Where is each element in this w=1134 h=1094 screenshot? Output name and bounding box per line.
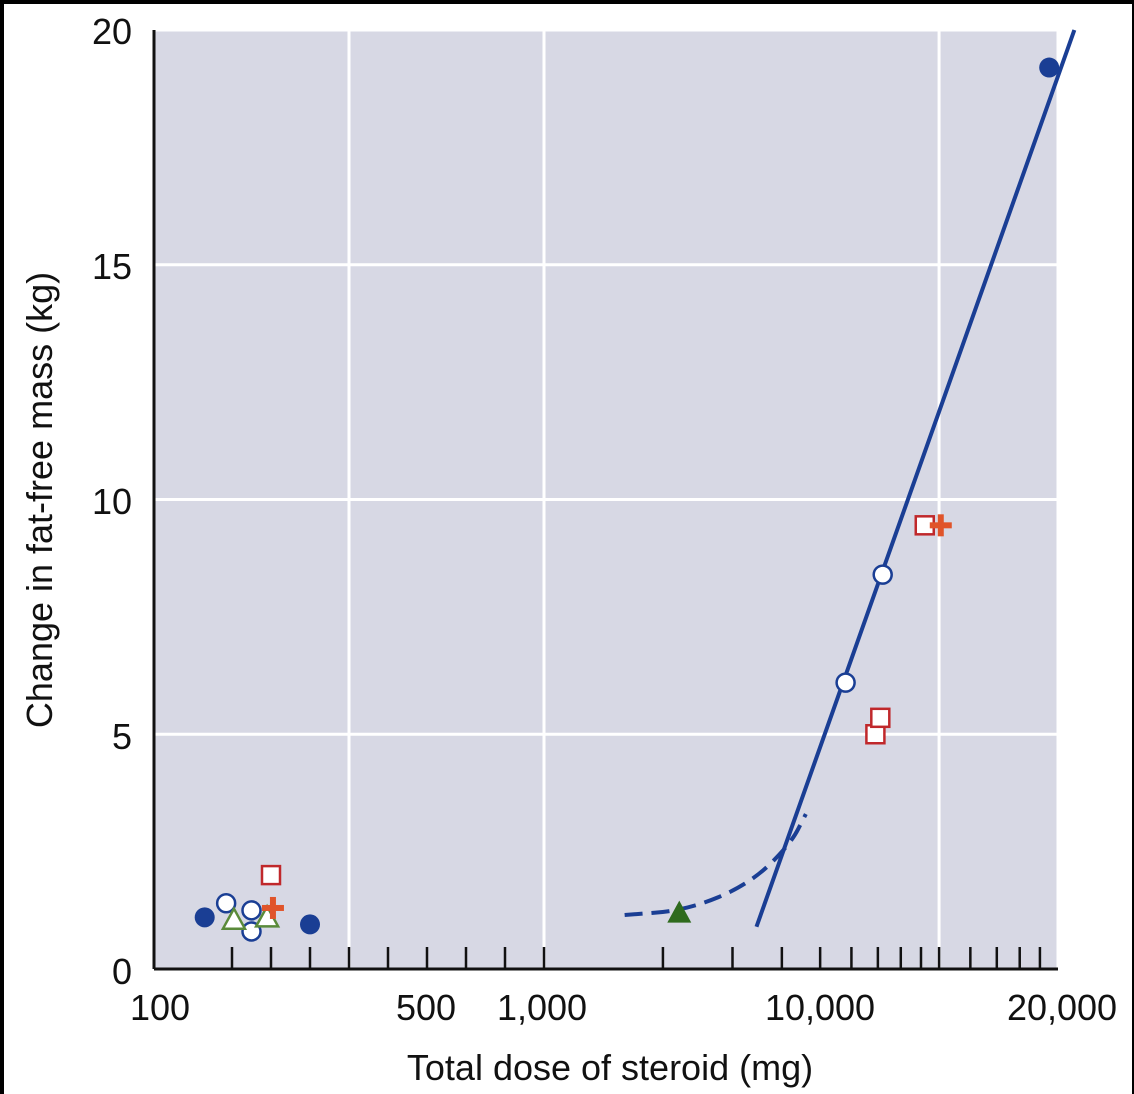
chart-frame: 0 5 10 15 20 100 500 1,000 10,000 20,000… — [4, 4, 1132, 1094]
y-tick-label: 10 — [92, 481, 132, 522]
open-circle-point — [872, 564, 893, 585]
open-square-point — [260, 864, 282, 886]
filled-triangle-point — [667, 900, 692, 923]
filled-circle-point — [194, 907, 215, 928]
x-tick-label: 20,000 — [1007, 987, 1117, 1028]
fit-curve-dashed — [624, 812, 808, 918]
plus-point-vertical — [937, 514, 944, 537]
data-markers — [194, 57, 1060, 942]
y-tick-label: 5 — [112, 716, 132, 757]
x-tick-labels: 100 500 1,000 10,000 20,000 — [130, 987, 1117, 1028]
open-triangle-point — [220, 906, 248, 930]
y-tick-label: 20 — [92, 11, 132, 52]
y-tick-labels: 0 5 10 15 20 — [92, 11, 132, 992]
x-tick-label: 1,000 — [497, 987, 587, 1028]
open-circle-point — [215, 893, 237, 914]
filled-circle-point — [300, 914, 320, 935]
fit-lines — [624, 29, 1077, 928]
x-axis-label: Total dose of steroid (mg) — [407, 1047, 813, 1088]
open-square-point — [870, 707, 891, 729]
filled-circle-point — [1039, 57, 1060, 78]
chart: 0 5 10 15 20 100 500 1,000 10,000 20,000… — [19, 11, 1117, 1088]
grid-lines — [154, 28, 1060, 969]
fit-line-solid — [754, 29, 1077, 928]
x-tick-label: 100 — [130, 987, 190, 1028]
plus-point-vertical — [269, 896, 276, 919]
open-circle-point — [835, 672, 856, 693]
open-circle-point — [241, 900, 262, 921]
y-tick-label: 0 — [112, 951, 132, 992]
minor-ticks — [230, 947, 1042, 969]
y-axis-label: Change in fat-free mass (kg) — [19, 272, 60, 728]
x-tick-label: 10,000 — [765, 987, 875, 1028]
x-tick-label: 500 — [396, 987, 456, 1028]
y-tick-label: 15 — [92, 246, 132, 287]
